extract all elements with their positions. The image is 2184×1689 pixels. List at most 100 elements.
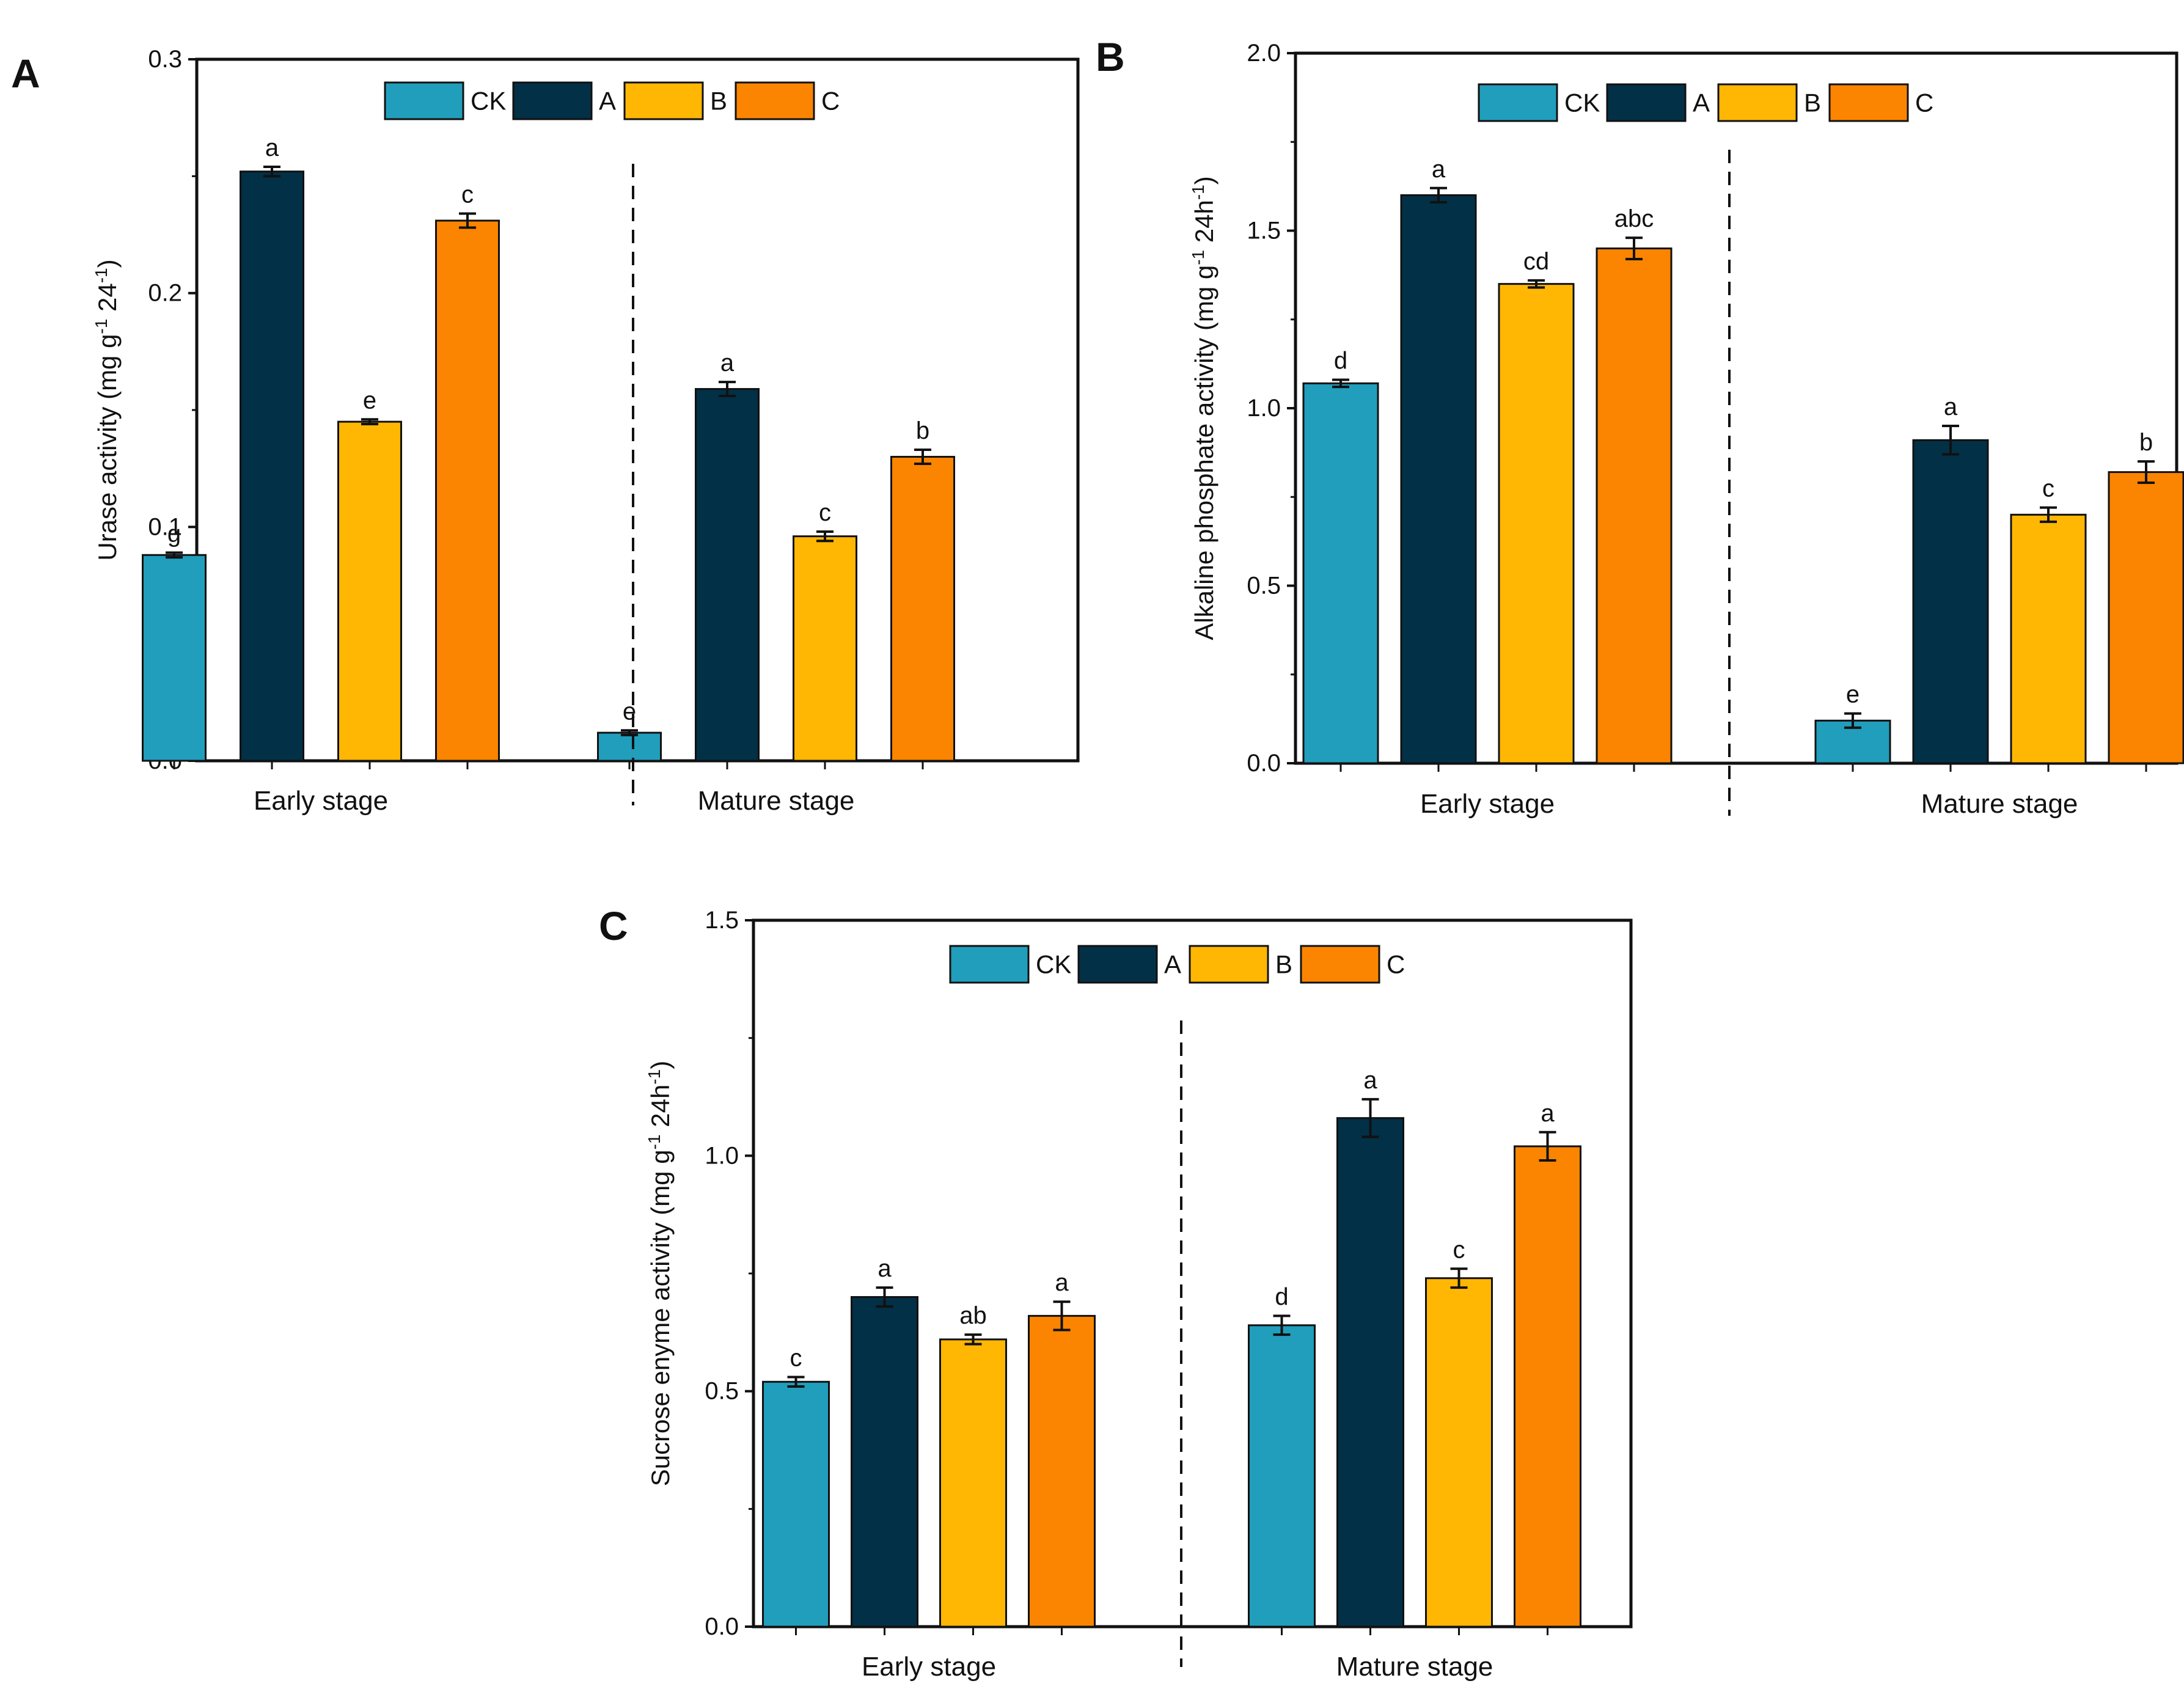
significance-letter: cd <box>1523 248 1549 275</box>
significance-letter: d <box>1275 1283 1288 1310</box>
y-axis-title-part: ) <box>646 1061 675 1069</box>
bar-b-early <box>1498 283 1575 764</box>
significance-letter: c <box>2042 475 2054 502</box>
legend-swatch-a <box>1077 945 1158 984</box>
legend-swatch-c <box>1300 945 1380 984</box>
bar-a-mature <box>695 388 760 762</box>
significance-letter: a <box>720 350 735 376</box>
legend-label-ck: CK <box>1036 950 1071 979</box>
legend-label-b: B <box>1804 89 1821 117</box>
y-axis-title-part: 24h <box>646 1085 675 1135</box>
significance-letter: a <box>878 1255 892 1282</box>
significance-letter: a <box>1363 1067 1377 1094</box>
significance-letter: c <box>790 1345 802 1372</box>
bar-ck-early <box>142 554 207 762</box>
y-axis-title-superscript: -1 <box>645 1134 664 1149</box>
legend-swatch-c <box>735 81 815 120</box>
chart-panel-b: B 0.0 0.5 1.0 1.5 2.0 Alkaline phosphate activ… <box>1096 34 2184 819</box>
legend-swatch-ck <box>949 945 1030 984</box>
bar-a-mature <box>1912 439 1989 764</box>
significance-letter: a <box>1432 156 1446 183</box>
bar-ck-mature <box>1248 1324 1316 1628</box>
y-axis-title-part: Alkaline phosphate activity (mg g <box>1190 265 1218 640</box>
x-group-label: Early stage <box>862 1652 996 1682</box>
significance-letter: ab <box>959 1302 987 1329</box>
significance-letter: c <box>1453 1236 1465 1263</box>
legend-swatch-ck <box>384 81 464 120</box>
chart-panel-c: C 0.0 0.5 1.0 1.5 Sucrose enyme activity (mg … <box>599 903 1633 1682</box>
y-tick-label: 0.1 <box>148 513 182 540</box>
y-axis-title-superscript: -1 <box>92 319 111 334</box>
panel-letter: C <box>599 903 628 948</box>
legend-label-c: C <box>1915 89 1933 117</box>
y-axis-title-part: 24h <box>1190 200 1218 250</box>
x-group-label: Early stage <box>254 786 388 816</box>
significance-letter: d <box>1334 348 1347 375</box>
y-tick-label: 1.5 <box>1247 218 1281 244</box>
legend-swatch-b <box>1717 83 1798 122</box>
bar-b-mature <box>2010 513 2087 764</box>
y-tick-label: 0.0 <box>705 1613 739 1640</box>
legend-swatch-b <box>1189 945 1269 984</box>
y-axis-title: Urase activity (mg g-1 24-1) <box>92 259 122 560</box>
legend-swatch-b <box>623 81 704 120</box>
x-group-label: Mature stage <box>698 786 855 816</box>
significance-letter: e <box>1846 681 1860 708</box>
bar-c-mature <box>1514 1145 1581 1628</box>
bar-a-early <box>240 170 304 762</box>
significance-letter: c <box>461 181 474 208</box>
legend-label-c: C <box>1387 950 1405 979</box>
y-axis-title-superscript: -1 <box>1189 185 1207 200</box>
bar-ck-early <box>762 1380 830 1628</box>
legend-label-a: A <box>1693 89 1710 117</box>
y-axis-title-part: ) <box>1190 176 1218 185</box>
y-tick-label: 0.3 <box>148 46 182 73</box>
y-axis-title-part: Urase activity (mg g <box>93 334 122 561</box>
y-axis-title-part: 24 <box>93 283 122 318</box>
bar-b-early <box>337 420 402 762</box>
y-tick-label: 1.0 <box>705 1142 739 1169</box>
bar-c-early <box>435 219 500 762</box>
bar-b-mature <box>793 535 857 762</box>
y-axis-title-superscript: -1 <box>645 1069 664 1085</box>
bar-c-early <box>1596 247 1673 764</box>
legend-label-ck: CK <box>471 87 506 115</box>
panel-letter: A <box>11 51 40 96</box>
x-group-label: Early stage <box>1420 789 1555 819</box>
y-axis-title: Alkaline phosphate activity (mg g-1 24h-… <box>1189 176 1219 640</box>
significance-letter: a <box>1944 394 1958 420</box>
legend-label-ck: CK <box>1564 89 1600 117</box>
significance-letter: g <box>167 520 181 547</box>
y-axis-title-superscript: -1 <box>92 268 111 283</box>
significance-letter: abc <box>1614 205 1654 232</box>
y-tick-label: 2.0 <box>1247 40 1281 67</box>
y-tick-label: 0.5 <box>705 1378 739 1405</box>
legend-label-b: B <box>710 87 727 115</box>
y-tick-label: 0.2 <box>148 280 182 307</box>
legend-swatch-c <box>1828 83 1909 122</box>
y-tick-label: 1.0 <box>1247 395 1281 422</box>
bar-b-mature <box>1425 1277 1493 1628</box>
bar-c-mature <box>2108 471 2184 764</box>
significance-letter: a <box>1541 1100 1555 1127</box>
legend-label-a: A <box>599 87 616 115</box>
bar-c-mature <box>890 456 955 762</box>
bar-ck-early <box>1302 382 1379 764</box>
x-group-label: Mature stage <box>1336 1652 1493 1682</box>
y-axis-title-part: ) <box>93 259 122 268</box>
bar-a-mature <box>1336 1117 1404 1628</box>
bar-a-early <box>1400 194 1477 764</box>
significance-letter: b <box>916 417 929 444</box>
legend-label-c: C <box>821 87 840 115</box>
y-axis-title: Sucrose enyme activity (mg g-1 24h-1) <box>645 1061 675 1486</box>
y-tick-label: 0.0 <box>1247 750 1281 777</box>
significance-letter: a <box>265 134 279 161</box>
legend-swatch-a <box>512 81 593 120</box>
bar-ck-mature <box>597 731 662 762</box>
significance-letter: b <box>2139 429 2153 456</box>
bar-a-early <box>851 1296 918 1628</box>
bar-c-early <box>1028 1314 1096 1628</box>
significance-letter: c <box>819 499 831 526</box>
